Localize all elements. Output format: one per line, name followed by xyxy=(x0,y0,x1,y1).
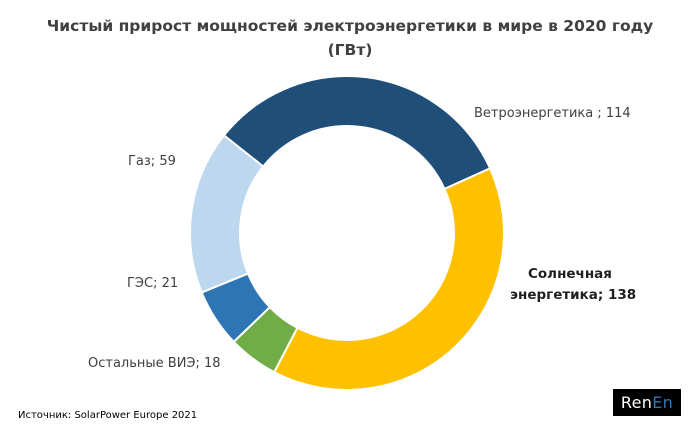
donut-slices xyxy=(189,75,505,391)
slice-wind xyxy=(222,75,492,191)
label-gas: Газ; 59 xyxy=(128,154,176,169)
label-wind: Ветроэнергетика ; 114 xyxy=(474,106,631,121)
chart-title-line-1: Чистый прирост мощностей электроэнергети… xyxy=(46,17,654,35)
label-solar-line-2: энергетика; 138 xyxy=(510,287,636,303)
chart-title-line-2: (ГВт) xyxy=(327,41,373,59)
slice-gas xyxy=(189,134,265,294)
chart-title: Чистый прирост мощностей электроэнергети… xyxy=(0,14,700,62)
label-other-renewables: Остальные ВИЭ; 18 xyxy=(88,356,221,371)
source-note: Источник: SolarPower Europe 2021 xyxy=(18,410,198,421)
renen-logo: RenEn xyxy=(613,389,681,416)
label-solar-line-1: Солнечная xyxy=(528,266,612,282)
logo-text-ren: Ren xyxy=(620,393,653,412)
label-hydro: ГЭС; 21 xyxy=(127,276,178,291)
slice-solar xyxy=(272,167,505,391)
logo-text-en: En xyxy=(652,393,674,412)
